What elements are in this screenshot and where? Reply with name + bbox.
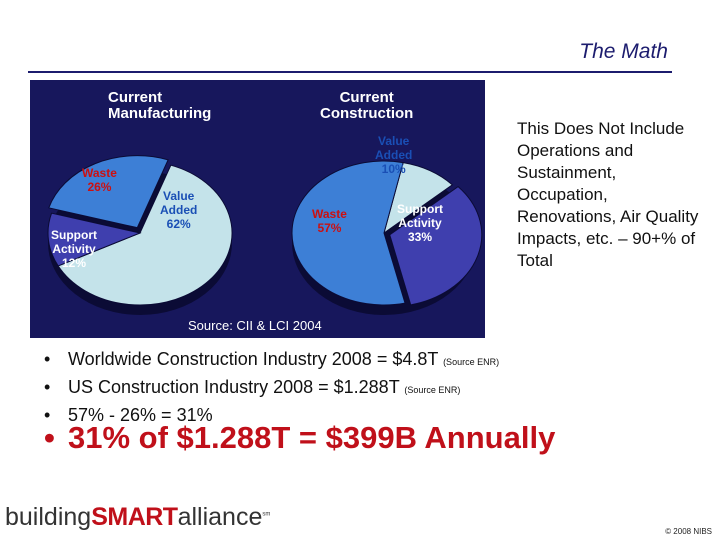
side-note: This Does Not Include Operations and Sus…: [517, 119, 699, 270]
label-line: Waste: [312, 207, 347, 221]
bullet-list: • Worldwide Construction Industry 2008 = …: [44, 347, 499, 428]
construction-heading-line1: Current: [339, 89, 394, 106]
chart-source: Source: CII & LCI 2004: [188, 318, 322, 333]
bullet-marker: •: [44, 349, 51, 369]
construction-heading-line2: Construction: [320, 105, 414, 122]
label-line: 62%: [166, 217, 191, 231]
bullet-marker: •: [44, 405, 51, 425]
label-line: Support: [397, 202, 443, 216]
label-line: 10%: [381, 162, 406, 176]
logo-part3: alliance: [177, 503, 263, 531]
label-line: Added: [375, 148, 413, 162]
label-line: Activity: [52, 242, 96, 256]
bullet-text: US Construction Industry 2008 = $1.288T: [68, 377, 400, 397]
label-line: Added: [160, 203, 198, 217]
list-item: • US Construction Industry 2008 = $1.288T…: [44, 375, 499, 403]
highlight-text: 31% of $1.288T = $399B Annually: [68, 420, 556, 455]
label-line: Activity: [398, 216, 442, 230]
manufacturing-heading: Current Manufacturing: [108, 90, 211, 122]
construction-value-added-label: Value Added 10%: [375, 134, 412, 176]
label-line: 33%: [407, 230, 433, 244]
logo-mark: sm: [262, 511, 271, 518]
construction-pie: [291, 160, 483, 306]
label-line: 26%: [87, 180, 112, 194]
pie-charts-svg: [47, 155, 483, 315]
title-divider: [28, 71, 672, 73]
label-line: Waste: [82, 166, 117, 180]
list-item: • Worldwide Construction Industry 2008 = …: [44, 347, 499, 375]
construction-waste-slice: [291, 160, 406, 306]
manufacturing-support-label: Support Activity 12%: [51, 228, 97, 270]
bullet-marker: •: [44, 420, 55, 455]
label-line: Support: [51, 228, 97, 242]
bullet-source: (Source ENR): [443, 357, 500, 367]
manufacturing-support-slice: [47, 212, 142, 267]
construction-heading: Current Construction: [320, 90, 413, 122]
list-item: • 57% - 26% = 31%: [44, 403, 499, 428]
construction-support-label: Support Activity 33%: [397, 202, 443, 244]
logo-part1: building: [5, 503, 92, 531]
bullet-source: (Source ENR): [404, 385, 461, 395]
manufacturing-value-added-slice: [57, 164, 233, 306]
bullet-text: Worldwide Construction Industry 2008 = $…: [68, 349, 439, 369]
construction-support-slice: [389, 185, 483, 306]
bullet-marker: •: [44, 377, 51, 397]
slide-title: The Math: [579, 40, 668, 63]
buildingsmart-logo: buildingSMARTalliancesm: [5, 503, 270, 532]
manufacturing-value-added-label: Value Added 62%: [160, 189, 197, 231]
manufacturing-heading-line2: Manufacturing: [108, 105, 212, 122]
manufacturing-waste-slice: [48, 155, 169, 229]
construction-waste-label: Waste 57%: [312, 207, 347, 235]
bullet-text: 57% - 26% = 31%: [68, 405, 213, 425]
label-line: 12%: [61, 256, 87, 270]
manufacturing-waste-label: Waste 26%: [82, 166, 117, 194]
copyright-notice: © 2008 NIBS: [665, 527, 712, 536]
label-line: Value: [377, 134, 410, 148]
label-line: Value: [162, 189, 195, 203]
manufacturing-pie: [47, 155, 233, 306]
manufacturing-heading-line1: Current: [108, 89, 163, 106]
label-line: 57%: [317, 221, 342, 235]
highlight-statement: • 31% of $1.288T = $399B Annually: [44, 420, 555, 456]
logo-part2: SMART: [91, 503, 178, 531]
pie-chart-figure: Current Manufacturing Current Constructi…: [30, 80, 485, 338]
